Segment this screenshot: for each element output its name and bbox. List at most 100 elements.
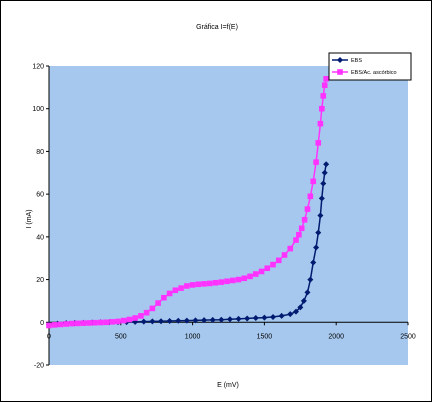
data-point	[224, 278, 230, 285]
y-tick-label: -20	[34, 363, 44, 370]
data-point	[261, 314, 268, 321]
data-point	[296, 231, 302, 238]
data-point	[218, 316, 225, 323]
y-tick-label: 80	[36, 149, 44, 156]
data-point	[307, 193, 314, 200]
legend-marker	[337, 69, 343, 75]
x-axis-label: E (mV)	[217, 382, 239, 389]
data-point	[304, 206, 311, 212]
data-point	[300, 297, 307, 304]
data-point	[287, 245, 294, 252]
data-point	[270, 261, 276, 268]
data-point	[307, 276, 314, 283]
x-tick-label: 1000	[185, 333, 201, 340]
data-point	[149, 318, 156, 325]
data-point	[230, 277, 236, 284]
data-point	[143, 309, 150, 316]
legend-box	[328, 52, 412, 81]
data-point	[192, 317, 199, 324]
data-point	[212, 279, 219, 286]
y-tick-label: 0	[40, 320, 44, 327]
legend-marker	[337, 57, 343, 63]
data-point	[278, 312, 285, 319]
x-tick-label: 1500	[257, 333, 273, 340]
data-point	[281, 252, 288, 258]
data-point	[315, 229, 322, 236]
data-point	[298, 225, 305, 232]
data-point	[166, 290, 173, 297]
legend-entry: EBS/Ac. ascórbico	[351, 70, 397, 76]
data-point	[293, 237, 299, 243]
data-point	[304, 289, 311, 296]
data-point	[318, 195, 325, 202]
x-tick-label: 2500	[400, 333, 416, 340]
data-point	[189, 282, 196, 288]
y-tick-label: 120	[32, 64, 44, 71]
y-tick-label: 20	[36, 277, 44, 284]
x-tick-label: 0	[47, 333, 51, 340]
data-point	[297, 304, 304, 311]
data-point	[244, 315, 251, 322]
data-point	[195, 281, 202, 288]
data-point	[310, 259, 317, 266]
data-point	[46, 322, 52, 329]
data-point	[86, 320, 93, 326]
data-point	[183, 317, 190, 324]
data-point	[241, 275, 248, 282]
data-point	[323, 161, 330, 168]
data-point	[320, 93, 327, 99]
data-point	[315, 140, 322, 146]
data-point	[201, 317, 208, 324]
legend: EBS EBS/Ac. ascórbico	[328, 52, 412, 81]
data-point	[126, 316, 133, 323]
data-point	[292, 308, 299, 315]
data-point	[161, 294, 167, 301]
data-point	[51, 322, 58, 328]
data-point	[80, 320, 87, 326]
data-point	[252, 271, 259, 277]
data-point	[252, 315, 259, 322]
data-point	[321, 169, 328, 176]
data-point	[103, 319, 110, 326]
data-point	[207, 280, 213, 287]
data-point	[69, 320, 75, 327]
data-point	[74, 320, 81, 327]
series-layer	[46, 76, 330, 329]
data-point	[313, 244, 320, 251]
data-point	[235, 315, 242, 322]
data-point	[63, 321, 70, 327]
data-point	[201, 281, 207, 287]
data-point	[97, 319, 104, 326]
data-point	[140, 318, 147, 325]
data-point	[166, 318, 173, 325]
data-point	[138, 313, 144, 319]
data-point	[313, 159, 319, 165]
legend-entry: EBS	[351, 58, 362, 64]
data-point	[317, 212, 324, 219]
y-tick-label: 40	[36, 234, 44, 241]
y-tick-label: 100	[32, 106, 44, 113]
x-tick-label: 500	[115, 333, 127, 340]
chart-title: Gráfica I=f(E)	[196, 24, 238, 31]
data-point	[323, 76, 329, 82]
data-point	[155, 300, 161, 306]
series-ebs-ac-asc-rbico	[46, 76, 329, 329]
data-point	[184, 283, 190, 289]
data-point	[218, 279, 225, 285]
data-point	[120, 317, 127, 324]
data-point	[264, 265, 271, 272]
data-point	[92, 319, 98, 326]
x-tick-label: 2000	[328, 333, 344, 340]
y-axis-label: I (mA)	[26, 209, 33, 228]
data-point	[209, 316, 216, 323]
data-point	[132, 315, 138, 321]
data-point	[149, 305, 156, 312]
data-point	[321, 82, 328, 89]
data-point	[275, 257, 282, 264]
data-point	[270, 313, 277, 320]
plot-area	[49, 66, 408, 365]
data-point	[317, 120, 324, 127]
data-point	[172, 287, 179, 294]
